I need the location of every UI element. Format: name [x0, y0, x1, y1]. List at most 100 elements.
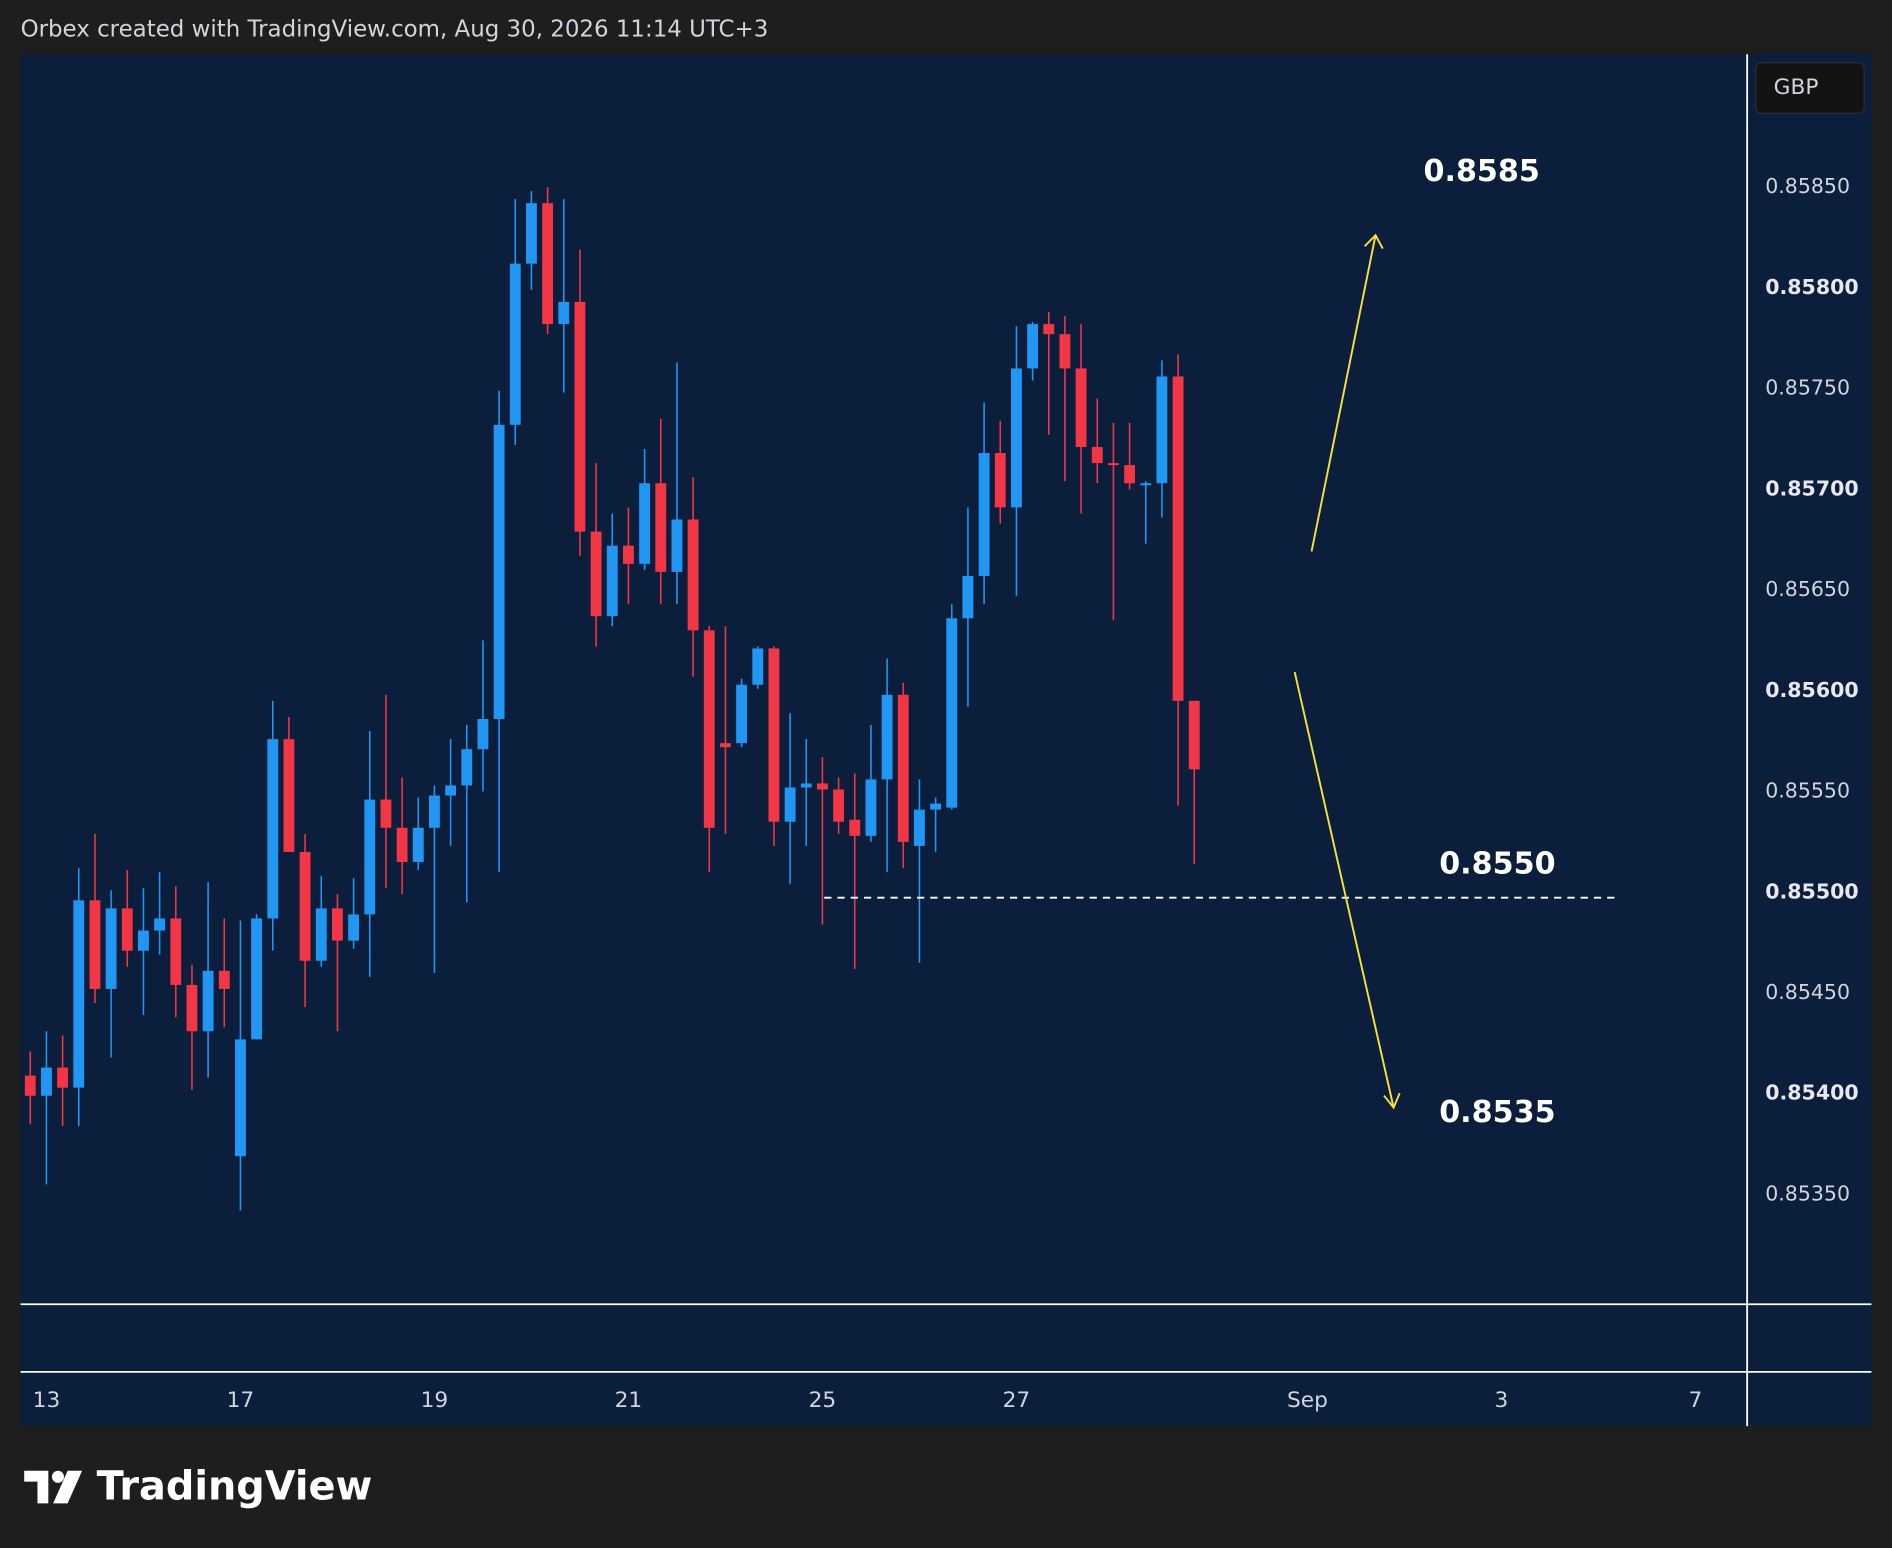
candle-body — [913, 809, 925, 846]
candle-body — [1156, 376, 1168, 484]
annotation: 0.8550 — [1439, 847, 1555, 882]
currency-button[interactable] — [1754, 62, 1865, 115]
candle-body — [1188, 700, 1200, 770]
candle-body — [558, 301, 570, 325]
candle-body — [1075, 368, 1087, 447]
candle-body — [218, 970, 230, 989]
x-tick-label: 21 — [615, 1388, 643, 1413]
candle-body — [186, 984, 198, 1032]
candle-body — [574, 301, 586, 532]
candle-body — [509, 263, 521, 425]
y-tick-label: 0.85500 — [1765, 879, 1858, 903]
candle-body — [978, 453, 990, 576]
candle-body — [736, 684, 748, 744]
y-tick-label: 0.85450 — [1765, 980, 1850, 1004]
candle-body — [41, 1067, 52, 1096]
logo-part — [53, 1470, 83, 1504]
y-tick-label: 0.85700 — [1765, 476, 1858, 500]
candle-body — [1091, 446, 1103, 464]
x-tick-label: 17 — [227, 1388, 255, 1413]
candle-body — [946, 618, 958, 808]
candle-body — [1010, 368, 1022, 508]
candle-body — [768, 648, 780, 822]
x-tick-label: 3 — [1495, 1388, 1509, 1413]
candle-body — [800, 783, 812, 788]
arrow-up — [1310, 235, 1377, 552]
candle-body — [897, 694, 909, 842]
currency-label: GBP — [1774, 75, 1819, 100]
y-tick-label: 0.85650 — [1765, 577, 1850, 601]
candle-body — [24, 1075, 36, 1096]
logo-part — [51, 1470, 65, 1483]
candle-body — [881, 694, 893, 780]
x-tick-label: Sep — [1287, 1388, 1328, 1413]
x-tick-label: 25 — [809, 1388, 837, 1413]
candle-body — [105, 908, 117, 989]
candle-body — [703, 630, 715, 828]
candle-body — [590, 531, 602, 617]
candle-body — [267, 739, 279, 919]
candle-body — [849, 819, 861, 836]
annotation: 0.8535 — [1439, 1095, 1555, 1130]
candle-body — [962, 575, 974, 619]
candle-body — [687, 519, 699, 631]
y-tick-label: 0.85350 — [1765, 1181, 1850, 1205]
candle-body — [1107, 463, 1119, 466]
y-tick-label: 0.85400 — [1765, 1081, 1858, 1105]
candle-body — [639, 483, 651, 564]
y-tick-label: 0.85600 — [1765, 678, 1858, 702]
candle-body — [477, 718, 489, 750]
candle-body — [930, 803, 942, 810]
y-tick-label: 0.85850 — [1765, 174, 1850, 198]
candle-body — [526, 203, 537, 264]
candle-body — [57, 1067, 69, 1088]
candles — [24, 187, 1200, 1211]
candle-body — [299, 851, 311, 961]
candle-body — [623, 545, 634, 564]
arrows — [1293, 233, 1401, 1110]
candle-body — [994, 453, 1006, 508]
candle-body — [542, 203, 554, 325]
candle-body — [396, 827, 408, 863]
candle-body — [784, 787, 796, 822]
candle-body — [865, 779, 877, 836]
candle-body — [348, 914, 360, 941]
y-tick-label: 0.85800 — [1765, 275, 1858, 299]
candle-body — [429, 795, 440, 828]
y-tick-label: 0.85550 — [1765, 779, 1850, 803]
header: Orbex created with TradingView.com, Aug … — [21, 17, 769, 43]
candle-body — [1124, 465, 1136, 484]
candle-body — [1027, 324, 1039, 369]
candle-body — [251, 918, 263, 1040]
logo-part — [24, 1470, 49, 1504]
arrow-down-head — [1383, 1092, 1401, 1110]
candle-body — [380, 799, 392, 828]
candle-body — [817, 783, 828, 790]
x-tick-label: 13 — [33, 1388, 61, 1413]
candle-body — [235, 1039, 246, 1157]
arrow-down — [1293, 671, 1395, 1108]
candle-body — [412, 827, 424, 863]
plot-background — [20, 54, 1872, 1427]
candle-body — [1140, 483, 1152, 486]
candle-body — [202, 970, 214, 1032]
logo-icon — [24, 1470, 83, 1504]
arrow-up-head — [1363, 233, 1384, 250]
candle-body — [121, 908, 133, 951]
x-tick-label: 19 — [421, 1388, 449, 1413]
candle-body — [461, 749, 473, 786]
candle-body — [154, 918, 166, 931]
candle-body — [493, 424, 505, 719]
candle-body — [1172, 376, 1184, 701]
candle-body — [720, 743, 731, 748]
y-tick-label: 0.85750 — [1765, 376, 1850, 400]
candle-body — [445, 785, 457, 796]
candle-body — [833, 789, 845, 822]
annotation: 0.8585 — [1424, 154, 1540, 189]
candle-body — [671, 519, 683, 572]
x-tick-label: 27 — [1003, 1388, 1031, 1413]
candle-body — [364, 799, 376, 915]
candle-body — [315, 908, 327, 961]
